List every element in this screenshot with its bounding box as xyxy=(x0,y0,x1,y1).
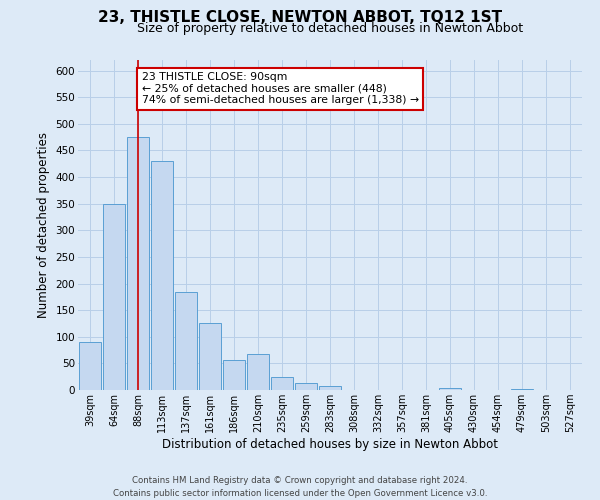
Text: 23 THISTLE CLOSE: 90sqm
← 25% of detached houses are smaller (448)
74% of semi-d: 23 THISTLE CLOSE: 90sqm ← 25% of detache… xyxy=(142,72,419,106)
Bar xyxy=(223,360,245,390)
Title: Size of property relative to detached houses in Newton Abbot: Size of property relative to detached ho… xyxy=(137,22,523,35)
Bar xyxy=(103,204,125,390)
Text: 23, THISTLE CLOSE, NEWTON ABBOT, TQ12 1ST: 23, THISTLE CLOSE, NEWTON ABBOT, TQ12 1S… xyxy=(98,10,502,25)
X-axis label: Distribution of detached houses by size in Newton Abbot: Distribution of detached houses by size … xyxy=(162,438,498,451)
Y-axis label: Number of detached properties: Number of detached properties xyxy=(37,132,50,318)
Bar xyxy=(151,161,173,390)
Bar xyxy=(319,386,341,390)
Bar xyxy=(175,292,197,390)
Text: Contains HM Land Registry data © Crown copyright and database right 2024.
Contai: Contains HM Land Registry data © Crown c… xyxy=(113,476,487,498)
Bar xyxy=(247,354,269,390)
Bar xyxy=(511,389,533,390)
Bar xyxy=(127,137,149,390)
Bar xyxy=(199,324,221,390)
Bar xyxy=(79,342,101,390)
Bar xyxy=(439,388,461,390)
Bar xyxy=(295,383,317,390)
Bar xyxy=(271,376,293,390)
